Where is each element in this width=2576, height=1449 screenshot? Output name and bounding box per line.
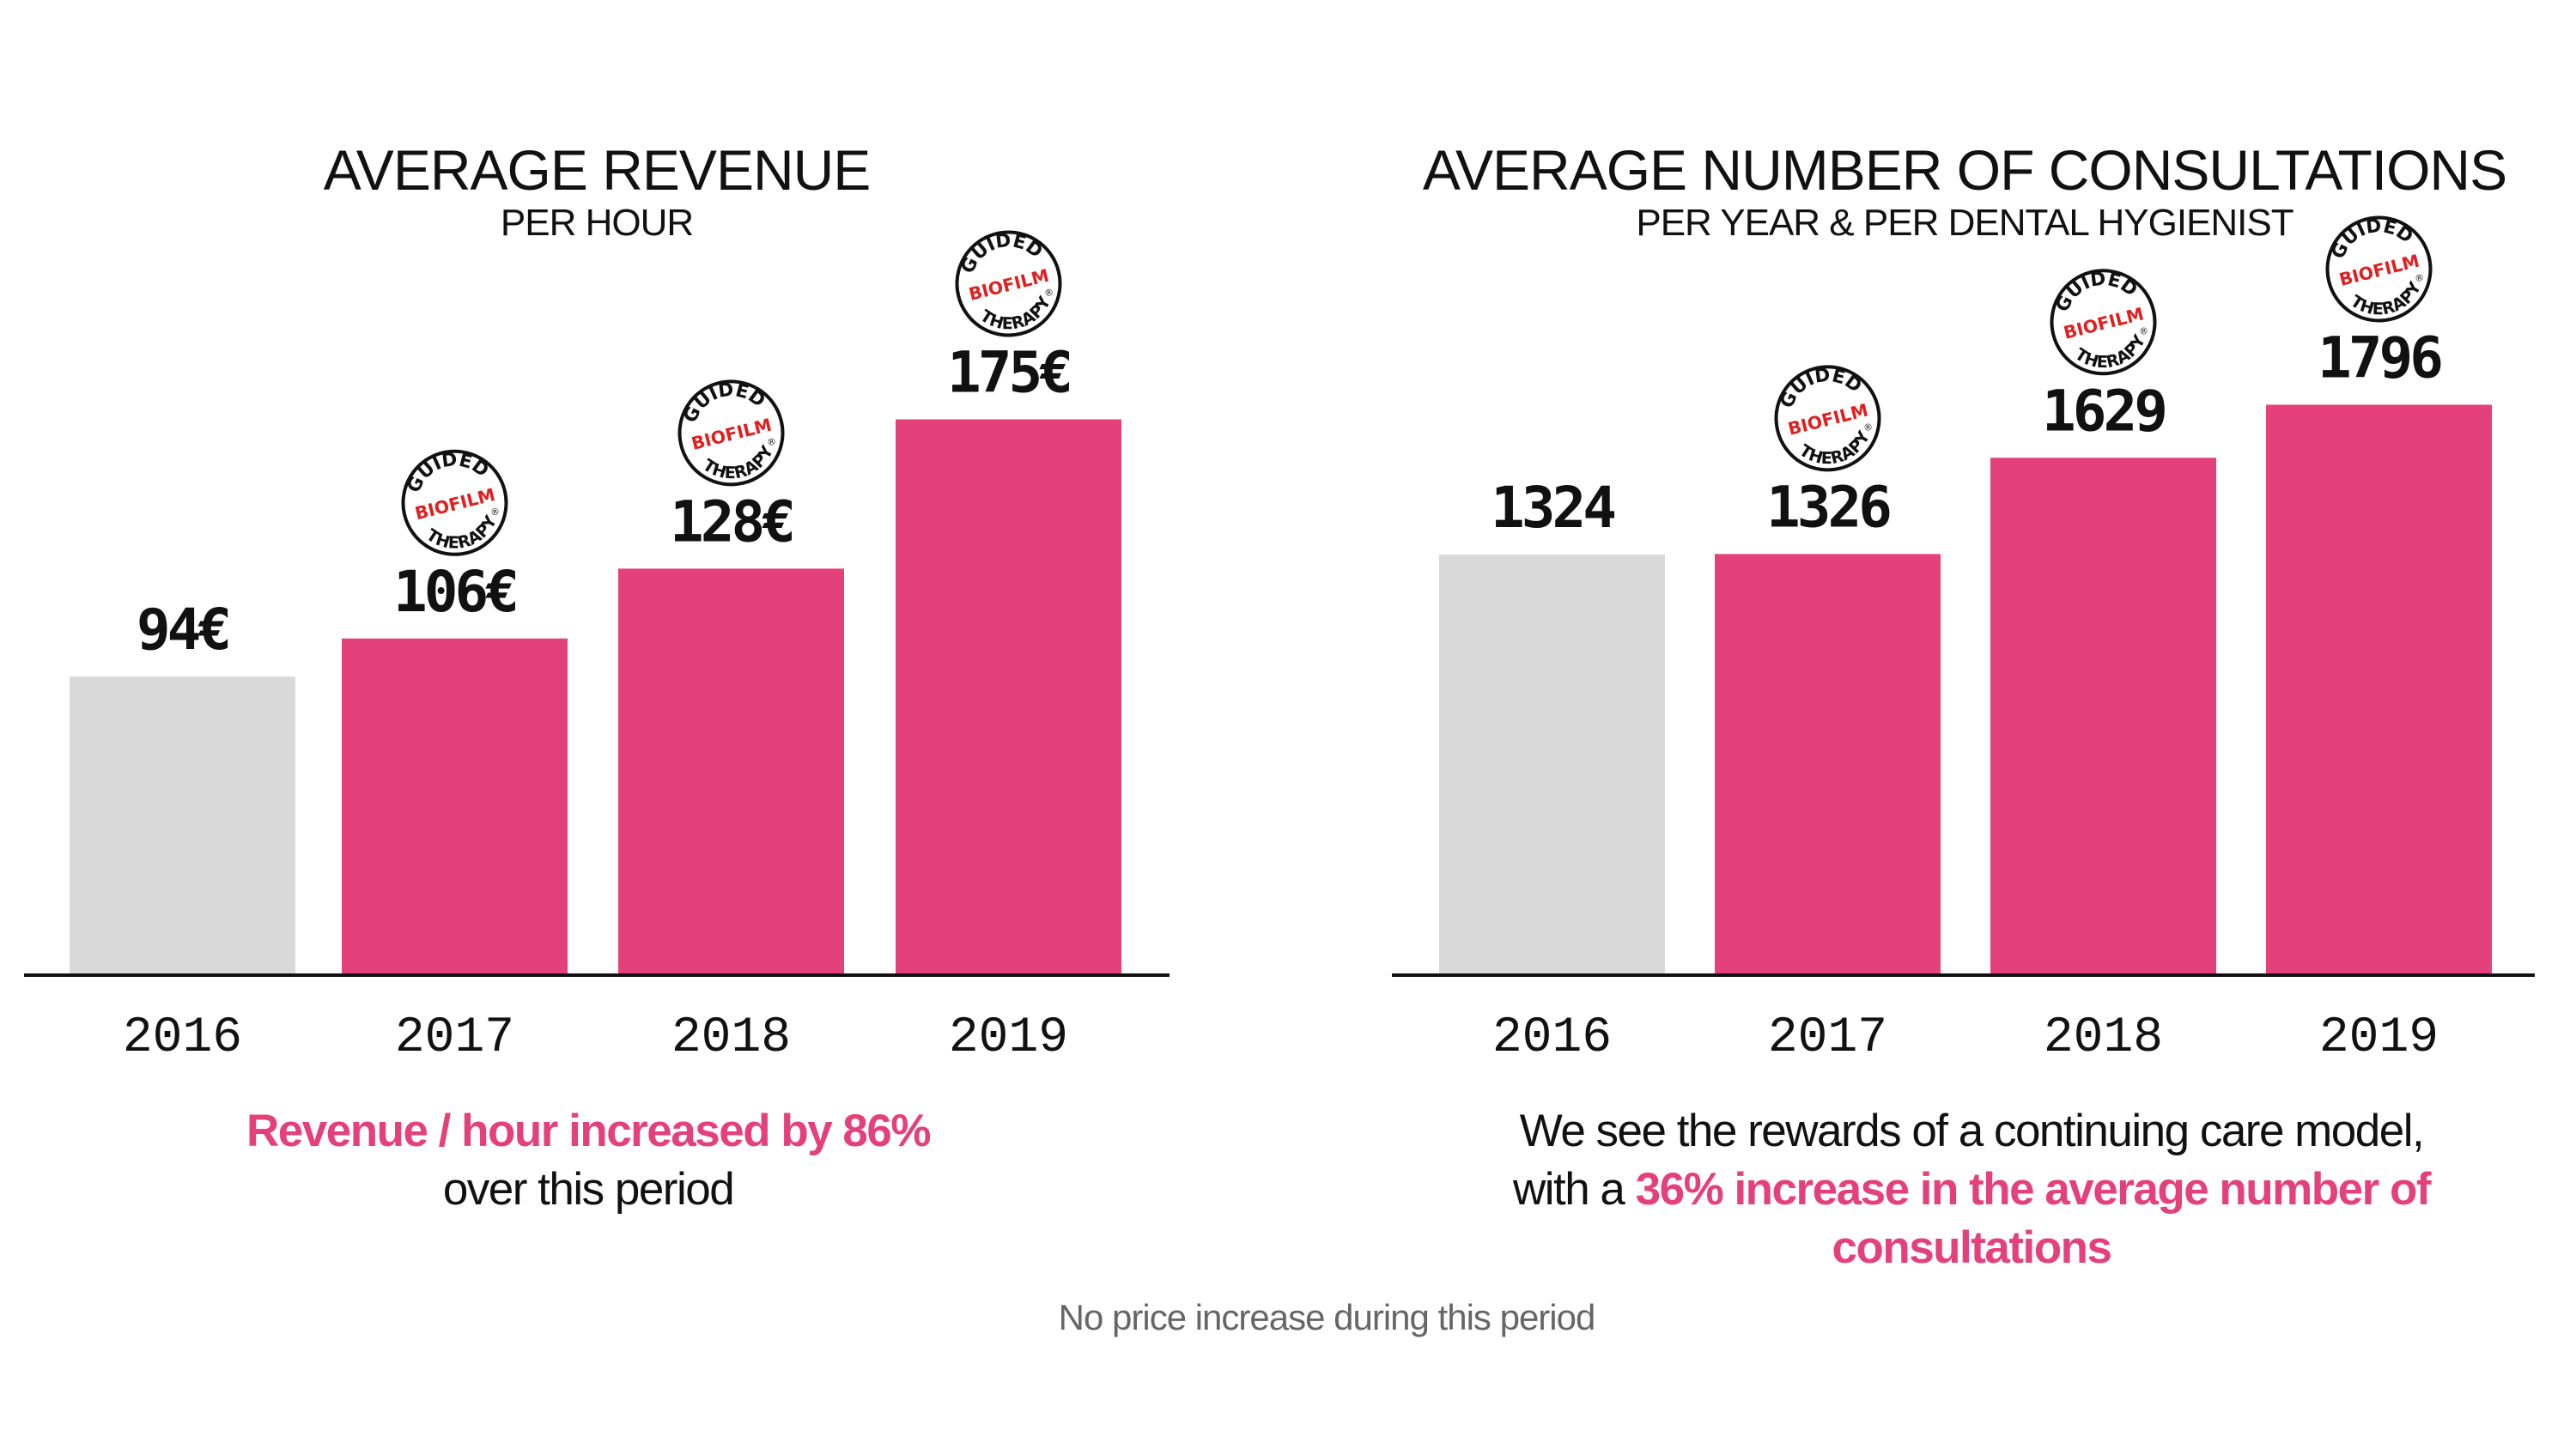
consultations-caption: We see the rewards of a continuing care … (1512, 1102, 2432, 1277)
revenue-caption-highlight: Revenue / hour increased by 86% (246, 1106, 931, 1156)
badge-registered-mark: ® (1043, 286, 1055, 299)
consultations-value-label-2017: 1326 (1766, 474, 1890, 540)
revenue-caption: Revenue / hour increased by 86% over thi… (246, 1102, 931, 1219)
badge-registered-mark: ® (2138, 324, 2150, 337)
revenue-bar-2019 (896, 419, 1121, 975)
consultations-bar-2017 (1715, 554, 1941, 975)
consultations-x-tick-2016: 2016 (1492, 1010, 1612, 1066)
badge-ring (2325, 215, 2433, 323)
consultations-value-label-2019: 1796 (2318, 324, 2441, 391)
consultations-value-label-2016: 1324 (1491, 475, 1614, 541)
revenue-value-label-2017: 106€ (393, 559, 516, 625)
consultations-x-tick-2017: 2017 (1768, 1010, 1887, 1066)
revenue-value-label-2019: 175€ (947, 340, 1070, 406)
consultations-caption-highlight: 36% increase in the average number of (1635, 1164, 2432, 1215)
consultations-caption-prefix: with a (1512, 1164, 1636, 1215)
badge-registered-mark: ® (766, 435, 778, 448)
consultations-bar-2019 (2266, 404, 2492, 976)
revenue-value-label-2018: 128€ (670, 488, 793, 555)
revenue-value-label-2016: 94€ (137, 597, 228, 663)
consultations-chart-title: AVERAGE NUMBER OF CONSULTATIONS (1422, 138, 2507, 202)
revenue-x-tick-2019: 2019 (949, 1010, 1068, 1066)
consultations-caption-highlight-end: consultations (1832, 1222, 2112, 1273)
badge-registered-mark: ® (1862, 421, 1874, 433)
revenue-x-tick-2018: 2018 (671, 1010, 791, 1066)
footnote: No price increase during this period (1058, 1297, 1596, 1337)
badge-registered-mark: ® (2414, 271, 2426, 284)
revenue-x-tick-2017: 2017 (395, 1010, 514, 1066)
badge-registered-mark: ® (489, 506, 501, 518)
consultations-caption-line2: with a 36% increase in the average numbe… (1512, 1161, 2432, 1219)
badge-ring (677, 379, 785, 487)
consultations-x-tick-2018: 2018 (2044, 1010, 2163, 1066)
badge-ring (401, 449, 508, 556)
consultations-value-label-2018: 1629 (2042, 378, 2165, 444)
consultations-bar-2016 (1439, 555, 1665, 975)
revenue-chart: 94€ 2016 106€ 2017 128€ 2018 175€ 2019 (24, 340, 1170, 1066)
badge-ring (955, 230, 1062, 337)
revenue-x-tick-2016: 2016 (123, 1010, 242, 1066)
consultations-caption-line1: We see the rewards of a continuing care … (1519, 1106, 2425, 1156)
consultations-chart: 1324 2016 1326 2017 1629 2018 1796 2019 (1392, 324, 2535, 1066)
consultations-x-tick-2019: 2019 (2319, 1010, 2439, 1066)
revenue-chart-subtitle: PER HOUR (500, 202, 694, 244)
revenue-bar-2016 (70, 676, 295, 975)
consultations-chart-subtitle: PER YEAR & PER DENTAL HYGIENIST (1636, 202, 2293, 244)
revenue-bar-2018 (618, 568, 844, 975)
badge-ring (2050, 269, 2157, 376)
revenue-bar-2017 (342, 638, 568, 975)
revenue-caption-rest: over this period (442, 1164, 735, 1215)
revenue-chart-title: AVERAGE REVENUE (323, 138, 872, 202)
badge-ring (1774, 365, 1881, 472)
consultations-bar-2018 (1990, 458, 2216, 975)
